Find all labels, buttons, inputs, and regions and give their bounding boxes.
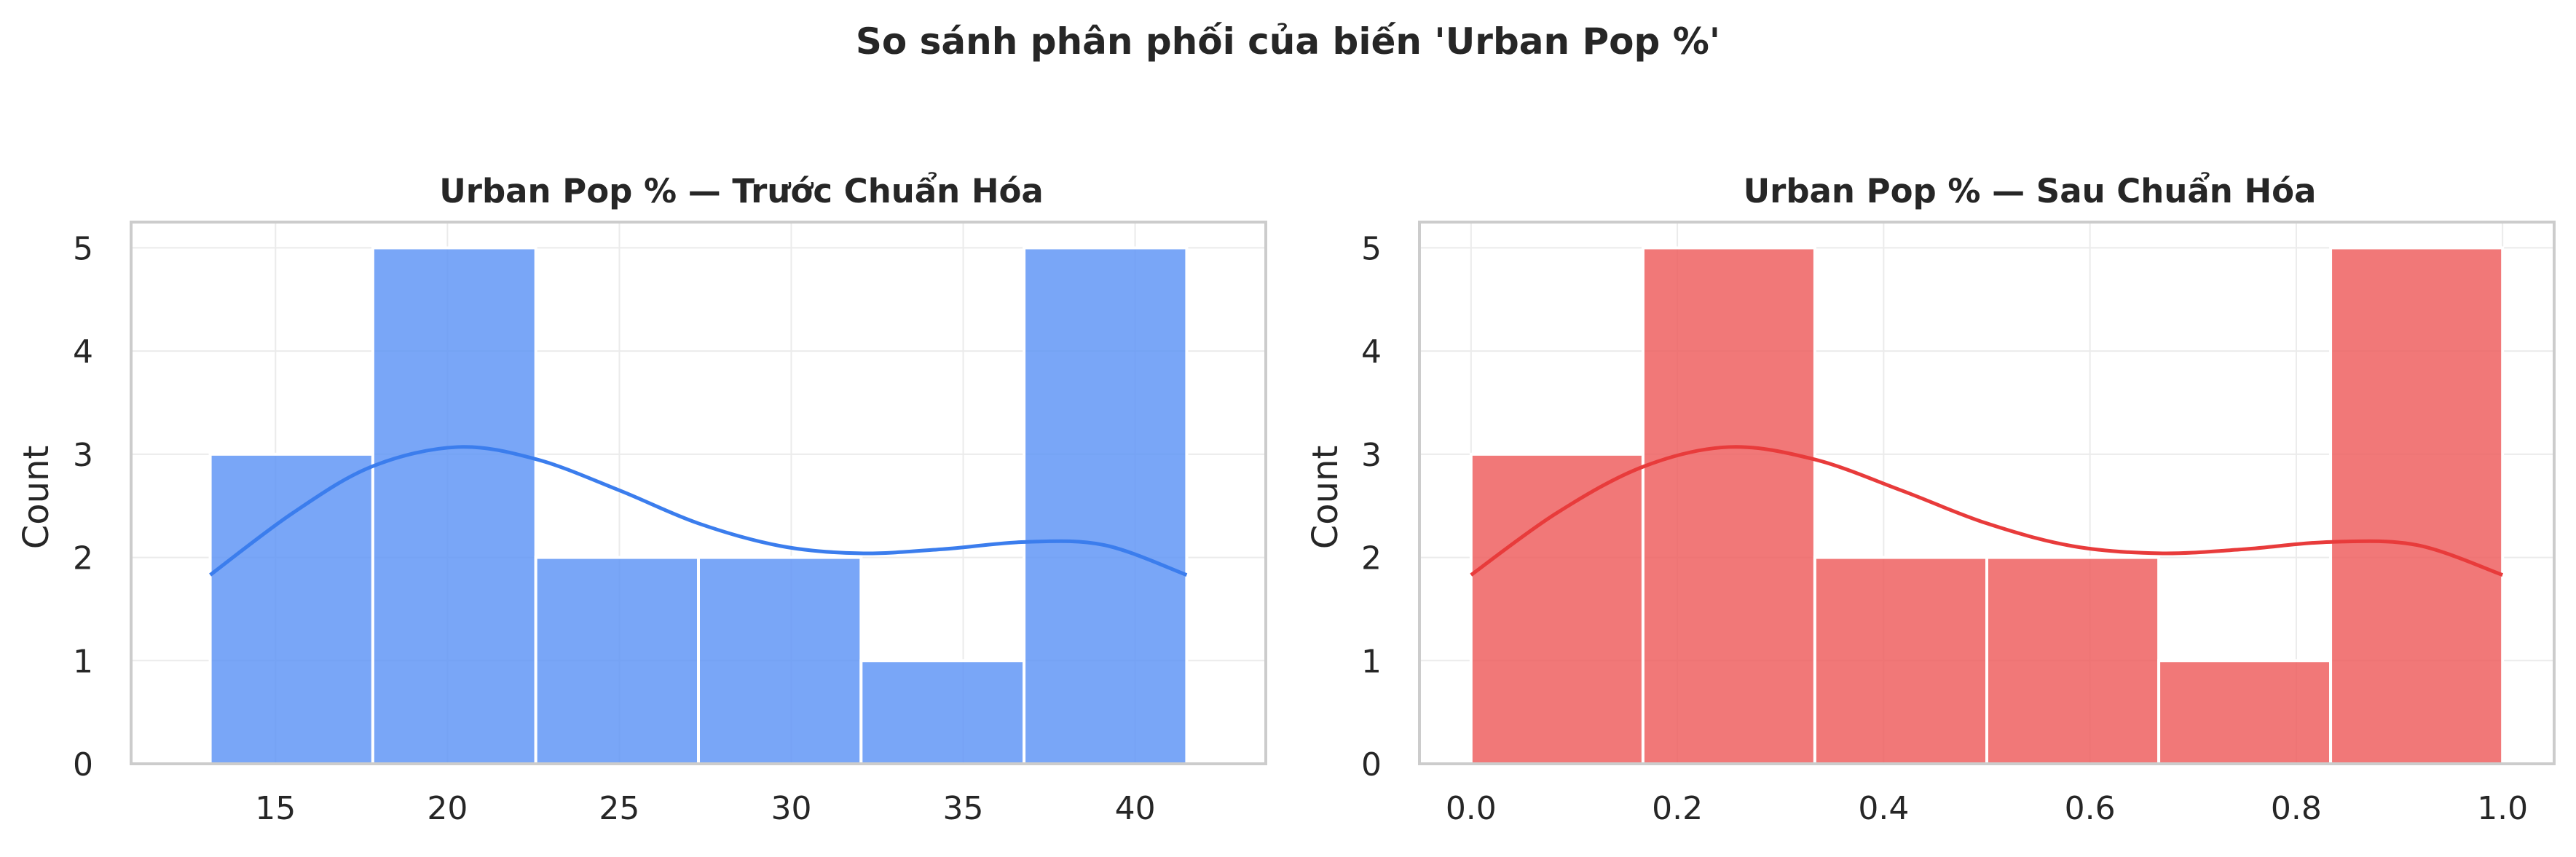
y-tick-label: 0 bbox=[1361, 746, 1382, 783]
x-tick-label: 0.8 bbox=[2271, 790, 2322, 827]
plot-frame bbox=[130, 221, 1267, 765]
x-tick-label: 15 bbox=[255, 790, 296, 827]
y-tick-label: 2 bbox=[1361, 540, 1382, 577]
y-tick-label: 4 bbox=[73, 333, 93, 371]
x-tick-label: 40 bbox=[1115, 790, 1156, 827]
histogram-bar bbox=[859, 659, 1026, 765]
y-tick-label: 1 bbox=[1361, 643, 1382, 680]
y-tick-label: 5 bbox=[73, 230, 93, 267]
x-tick-label: 30 bbox=[771, 790, 811, 827]
y-tick-label: 1 bbox=[73, 643, 93, 680]
histogram-bar bbox=[1469, 452, 1645, 765]
y-tick-label: 4 bbox=[1361, 333, 1382, 371]
y-tick-label: 0 bbox=[73, 746, 93, 783]
y-tick-label: 3 bbox=[1361, 437, 1382, 474]
histogram-bar bbox=[1023, 246, 1189, 765]
kde-line bbox=[209, 445, 1188, 577]
panel-title-before: Urban Pop % — Trước Chuẩn Hóa bbox=[439, 172, 1044, 210]
histogram-bar bbox=[1641, 246, 1816, 765]
x-tick-label: 20 bbox=[427, 790, 468, 827]
figure-title: So sánh phân phối của biến 'Urban Pop %' bbox=[855, 20, 1721, 63]
y-axis-label-before: Count bbox=[16, 446, 57, 550]
y-tick-label: 3 bbox=[73, 437, 93, 474]
y-tick-label: 5 bbox=[1361, 230, 1382, 267]
x-tick-label: 0.4 bbox=[1858, 790, 1909, 827]
histogram-bar bbox=[2157, 659, 2333, 765]
histogram-bar bbox=[2329, 246, 2505, 765]
panel-after-normalization: Urban Pop % — Sau Chuẩn Hóa Count 0 1 2 3 4 5… bbox=[1305, 172, 2556, 827]
histogram-bar bbox=[1985, 556, 2161, 765]
histogram-bar bbox=[697, 556, 863, 765]
x-tick-label: 0.6 bbox=[2065, 790, 2116, 827]
x-tick-label: 1.0 bbox=[2477, 790, 2528, 827]
histogram-bar bbox=[371, 246, 537, 765]
x-tick-label: 25 bbox=[599, 790, 639, 827]
histogram-bar bbox=[1813, 556, 1988, 765]
x-tick-label: 0.0 bbox=[1446, 790, 1497, 827]
x-tick-label: 35 bbox=[943, 790, 984, 827]
plot-frame bbox=[1418, 221, 2556, 765]
panel-before-normalization: Urban Pop % — Trước Chuẩn Hóa Count 0 1 2 3… bbox=[16, 172, 1267, 827]
kde-line bbox=[1470, 445, 2504, 577]
y-axis-label-after: Count bbox=[1305, 446, 1346, 550]
x-tick-label: 0.2 bbox=[1652, 790, 1703, 827]
histogram-bar bbox=[534, 556, 700, 765]
histogram-bar bbox=[208, 452, 374, 765]
y-tick-label: 2 bbox=[73, 540, 93, 577]
panel-title-after: Urban Pop % — Sau Chuẩn Hóa bbox=[1744, 172, 2317, 210]
